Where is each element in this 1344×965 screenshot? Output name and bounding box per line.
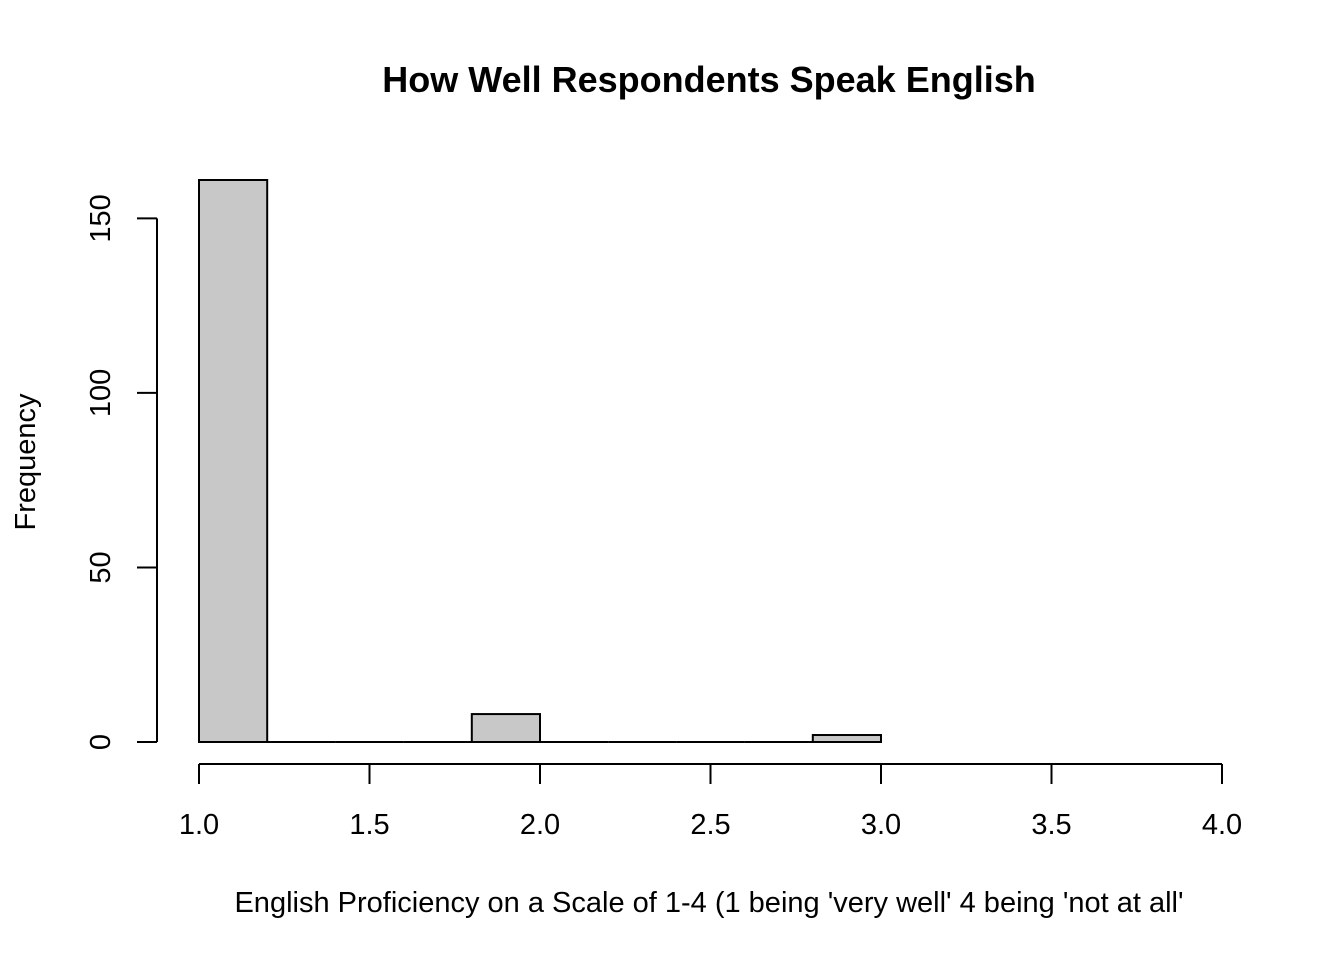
chart-title: How Well Respondents Speak English bbox=[382, 59, 1035, 100]
x-axis-label: English Proficiency on a Scale of 1-4 (1… bbox=[234, 887, 1183, 919]
x-tick-label-5: 3.5 bbox=[1031, 809, 1071, 841]
histogram-bar-9 bbox=[811, 734, 882, 743]
x-tick-label-2: 2.0 bbox=[520, 809, 560, 841]
y-tick-label-0: 0 bbox=[85, 734, 117, 750]
x-tick-label-1: 1.5 bbox=[349, 809, 389, 841]
y-axis-label: Frequency bbox=[10, 393, 42, 531]
histogram-bar-0 bbox=[198, 179, 269, 743]
y-tick-label-3: 150 bbox=[85, 194, 117, 242]
histogram-bar-4 bbox=[470, 713, 541, 743]
x-tick-label-6: 4.0 bbox=[1202, 809, 1242, 841]
y-tick-label-2: 100 bbox=[85, 369, 117, 417]
y-axis: 0 50 100 150 bbox=[85, 194, 158, 750]
bars-group bbox=[198, 179, 882, 743]
x-axis: 1.0 1.5 2.0 2.5 3.0 3.5 4.0 bbox=[179, 763, 1242, 841]
x-tick-label-3: 2.5 bbox=[690, 809, 730, 841]
x-tick-label-0: 1.0 bbox=[179, 809, 219, 841]
x-tick-label-4: 3.0 bbox=[861, 809, 901, 841]
y-tick-label-1: 50 bbox=[85, 551, 117, 583]
